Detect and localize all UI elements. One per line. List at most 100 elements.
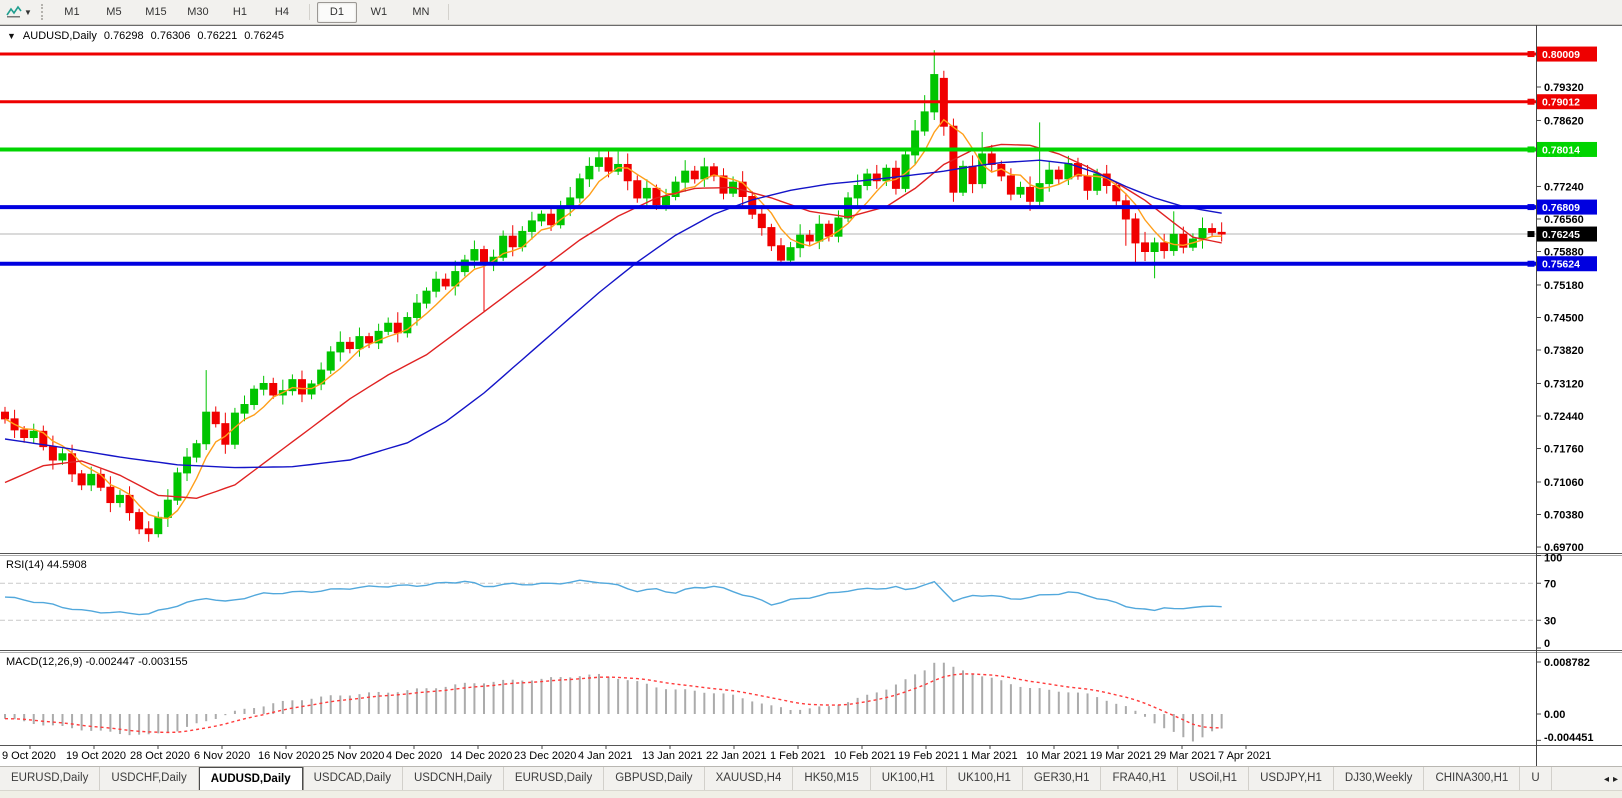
- price-tick-label: 0.70380: [1544, 510, 1584, 522]
- chart-tab-audusd-daily[interactable]: AUDUSD,Daily: [198, 767, 303, 791]
- chart-tab-uk100-h1[interactable]: UK100,H1: [871, 767, 947, 791]
- chart-tabbar: EURUSD,Daily USDCHF,Daily AUDUSD,Daily USDC…: [0, 766, 1622, 791]
- price-level-tag[interactable]: [1537, 199, 1597, 215]
- candle-body: [652, 187, 661, 206]
- timeframe-toolbar: ▼ M1 M5 M15 M30 H1 H4 D1 W1 MN: [0, 0, 1622, 25]
- candle-body: [815, 223, 824, 242]
- chart-tab-dj30-weekly[interactable]: DJ30,Weekly: [1334, 767, 1425, 791]
- timeframe-button-mn[interactable]: MN: [412, 5, 430, 18]
- date-label: 28 Oct 2020: [130, 750, 190, 762]
- candle-body: [968, 165, 977, 185]
- candle-body: [959, 165, 967, 193]
- timeframe-button-h4[interactable]: H4: [274, 5, 289, 18]
- candle-body: [594, 157, 603, 167]
- timeframe-button-m30[interactable]: M30: [187, 5, 209, 18]
- candle-body: [662, 196, 671, 206]
- status-strip: [0, 790, 1622, 798]
- timeframe-button-m1[interactable]: M1: [64, 5, 80, 18]
- candle-body: [1083, 175, 1092, 191]
- date-label: 22 Jan 2021: [706, 750, 767, 762]
- price-level-tag[interactable]: [1537, 94, 1597, 110]
- candle-body: [681, 170, 690, 183]
- candle-body: [834, 217, 843, 237]
- chart-tab-usdjpy-h1[interactable]: USDJPY,H1: [1249, 767, 1334, 791]
- date-label: 19 Feb 2021: [898, 750, 960, 762]
- date-label: 14 Dec 2020: [450, 750, 512, 762]
- candle-body: [796, 234, 805, 249]
- candle-body: [1208, 228, 1217, 233]
- chart-window[interactable]: 0.793200.786200.779400.772400.765600.758…: [0, 25, 1622, 766]
- chart-tab-usoil-h1[interactable]: USOil,H1: [1178, 767, 1250, 791]
- macd-tick-label: 0.008782: [1544, 657, 1590, 669]
- price-tick-label: 0.75180: [1544, 280, 1584, 292]
- price-level-tag-label: 0.75624: [1542, 259, 1580, 271]
- chart-tab-fra40-h1[interactable]: FRA40,H1: [1101, 767, 1179, 791]
- candle-body: [230, 412, 239, 445]
- timeframe-button-h1[interactable]: H1: [232, 5, 247, 18]
- chart-tab-eurusd-daily[interactable]: EURUSD,Daily: [0, 767, 101, 791]
- price-tag-marker: [1527, 204, 1535, 211]
- chart-tab-usdchf-daily[interactable]: USDCHF,Daily: [100, 767, 199, 791]
- candle-body: [642, 187, 651, 199]
- candle-body: [786, 247, 795, 261]
- zigzag-indicator-icon[interactable]: [4, 3, 24, 21]
- chart-tab-gbpusd-daily[interactable]: GBPUSD,Daily: [604, 767, 705, 791]
- price-level-tag-label: 0.79012: [1542, 97, 1580, 109]
- price-tick-label: 0.69700: [1544, 542, 1584, 554]
- chart-tab-hk50-m15[interactable]: HK50,M15: [793, 767, 871, 791]
- candle-body: [671, 181, 680, 198]
- candle-body: [604, 157, 613, 172]
- candle-body: [1016, 186, 1025, 195]
- date-label: 13 Jan 2021: [642, 750, 703, 762]
- dropdown-caret-icon[interactable]: ▼: [24, 7, 32, 17]
- candle-body: [211, 411, 220, 425]
- scroll-left-icon[interactable]: ◂: [1603, 773, 1609, 785]
- chart-tab-uk100-h1[interactable]: UK100,H1: [947, 767, 1023, 791]
- candle-body: [853, 185, 862, 199]
- candle-body: [374, 330, 383, 344]
- candle-body: [144, 528, 153, 535]
- timeframe-button-m15[interactable]: M15: [145, 5, 167, 18]
- candle-body: [805, 234, 814, 242]
- candle-body: [288, 379, 297, 392]
- candle-body: [872, 173, 881, 182]
- chart-tab-usdcad-daily[interactable]: USDCAD,Daily: [303, 767, 403, 791]
- candle-body: [1, 411, 9, 420]
- candle-body: [1006, 175, 1015, 195]
- ohlc-close: 0.76245: [244, 30, 284, 42]
- timeframe-button-m5[interactable]: M5: [106, 5, 122, 18]
- date-label: 1 Mar 2021: [962, 750, 1018, 762]
- candle-body: [891, 167, 900, 189]
- candle-body: [633, 180, 642, 199]
- candle-body: [1150, 242, 1159, 253]
- scroll-right-icon[interactable]: ▸: [1612, 773, 1618, 785]
- candle-body: [757, 213, 766, 229]
- chart-tab-ger30-h1[interactable]: GER30,H1: [1023, 767, 1102, 791]
- chart-tab-u[interactable]: U: [1520, 767, 1552, 791]
- candle-body: [106, 486, 115, 504]
- candle-body: [48, 446, 57, 461]
- candle-body: [978, 153, 987, 185]
- candle-body: [20, 429, 29, 439]
- chart-tab-eurusd-daily[interactable]: EURUSD,Daily: [504, 767, 605, 791]
- date-label: 10 Mar 2021: [1026, 750, 1088, 762]
- date-label: 23 Dec 2020: [514, 750, 576, 762]
- chart-canvas[interactable]: 0.793200.786200.779400.772400.765600.758…: [0, 25, 1622, 766]
- candle-body: [355, 336, 364, 350]
- chart-tab-xauusd-h4[interactable]: XAUUSD,H4: [705, 767, 794, 791]
- price-level-tag[interactable]: [1537, 46, 1597, 62]
- toolbar-grip[interactable]: [40, 4, 43, 20]
- price-level-tag[interactable]: [1537, 256, 1597, 272]
- price-level-tag[interactable]: [1537, 141, 1597, 157]
- toolbar-separator: [447, 4, 449, 20]
- chart-symbol-caret-icon[interactable]: ▼: [7, 31, 16, 41]
- timeframe-button-d1[interactable]: D1: [316, 1, 357, 23]
- candle-body: [58, 453, 67, 461]
- ohlc-high: 0.76306: [150, 30, 191, 42]
- candle-body: [901, 154, 910, 189]
- chart-tab-usdcnh-daily[interactable]: USDCNH,Daily: [403, 767, 504, 791]
- timeframe-button-w1[interactable]: W1: [370, 5, 388, 18]
- candle-body: [709, 166, 718, 177]
- price-tag-marker: [1527, 146, 1535, 153]
- chart-tab-china300-h1[interactable]: CHINA300,H1: [1424, 767, 1521, 791]
